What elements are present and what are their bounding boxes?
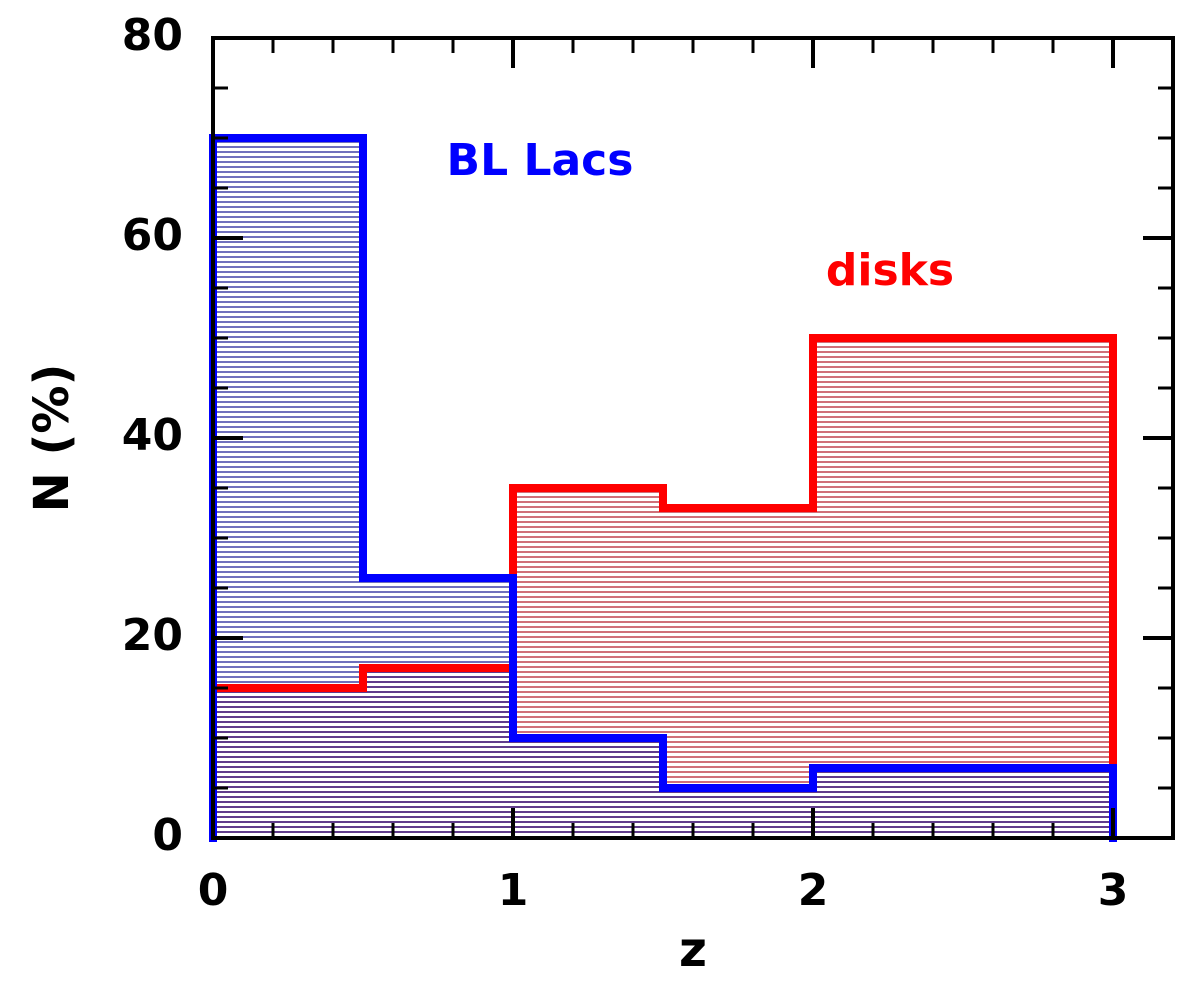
x-tick-label: 1 (498, 865, 529, 916)
step-outline (509, 574, 667, 742)
step-outline (809, 764, 1117, 842)
bar-fill (363, 578, 513, 838)
x-axis-label: z (679, 922, 707, 978)
bar-fill (813, 768, 1113, 838)
bar-fill (213, 138, 363, 838)
y-axis-label: N (%) (24, 364, 80, 513)
bar-fill (813, 338, 1113, 838)
x-tick-label: 2 (798, 865, 829, 916)
step-outline (659, 484, 817, 512)
axes (211, 36, 1175, 840)
bar-fill (513, 738, 663, 838)
bar-fill (663, 788, 813, 838)
step-outline (359, 134, 517, 582)
y-tick-label: 40 (122, 410, 183, 461)
step-outline (359, 664, 517, 692)
step-outline (809, 334, 1117, 842)
x-tick-label: 0 (198, 865, 229, 916)
series-label: disks (826, 245, 954, 296)
step-outline (659, 734, 817, 792)
y-tick-label: 80 (122, 10, 183, 61)
series-label: BL Lacs (447, 135, 634, 186)
y-tick-label: 60 (122, 210, 183, 261)
y-tick-label: 20 (122, 610, 183, 661)
y-tick-label: 0 (152, 810, 183, 861)
x-tick-label: 3 (1098, 865, 1129, 916)
fills (213, 138, 1113, 838)
bar-fill (663, 508, 813, 838)
